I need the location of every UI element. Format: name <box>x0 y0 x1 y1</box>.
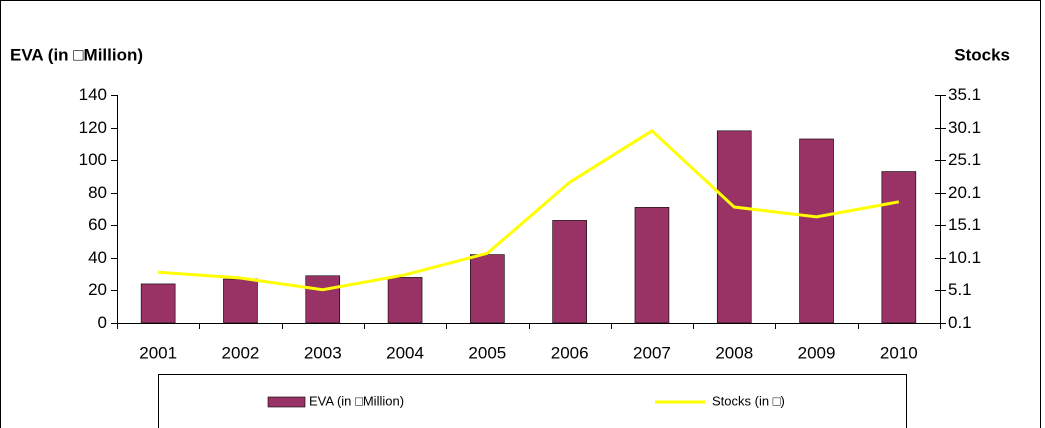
y2-tick-label: 5.1 <box>948 280 972 299</box>
y-tick-label: 140 <box>79 85 107 104</box>
y-axis-title: EVA (in □Million) <box>10 45 143 64</box>
bar <box>470 254 505 324</box>
x-tick-label: 2005 <box>468 343 506 362</box>
bar <box>634 207 670 324</box>
y-tick-label: 20 <box>88 280 107 299</box>
y2-tick-label: 20.1 <box>948 183 981 202</box>
x-tick-label: 2004 <box>386 343 424 362</box>
x-tick-label: 2008 <box>715 343 753 362</box>
y2-tick-label: 10.1 <box>948 248 981 267</box>
y-tick-label: 60 <box>88 215 107 234</box>
x-tick-label: 2006 <box>551 343 589 362</box>
bar <box>387 277 423 324</box>
bar <box>799 138 834 324</box>
y2-axis-title: Stocks <box>954 45 1010 64</box>
y-tick-label: 40 <box>88 248 107 267</box>
y-tick-label: 120 <box>79 118 107 137</box>
x-tick-label: 2002 <box>222 343 260 362</box>
y2-tick-label: 0.1 <box>948 313 972 332</box>
bar <box>552 220 587 324</box>
y2-tick-label: 15.1 <box>948 215 981 234</box>
bar <box>305 275 341 324</box>
y-tick-label: 80 <box>88 183 107 202</box>
x-tick-label: 2010 <box>880 343 918 362</box>
y-tick-label: 100 <box>79 150 107 169</box>
bar <box>881 171 917 324</box>
line <box>158 128 900 292</box>
legend-label: Stocks (in □) <box>712 393 785 408</box>
y2-tick-label: 30.1 <box>948 118 981 137</box>
legend-label: EVA (in □Million) <box>309 393 404 408</box>
x-tick-label: 2003 <box>304 343 342 362</box>
x-tick-label: 2001 <box>139 343 177 362</box>
y2-tick-label: 35.1 <box>948 85 981 104</box>
x-tick-label: 2007 <box>633 343 671 362</box>
bar <box>223 278 258 324</box>
y-tick-label: 0 <box>98 313 107 332</box>
y2-tick-label: 25.1 <box>948 150 981 169</box>
bar <box>140 283 176 324</box>
bar <box>716 130 752 324</box>
legend-swatch <box>267 396 306 408</box>
x-tick-label: 2009 <box>798 343 836 362</box>
